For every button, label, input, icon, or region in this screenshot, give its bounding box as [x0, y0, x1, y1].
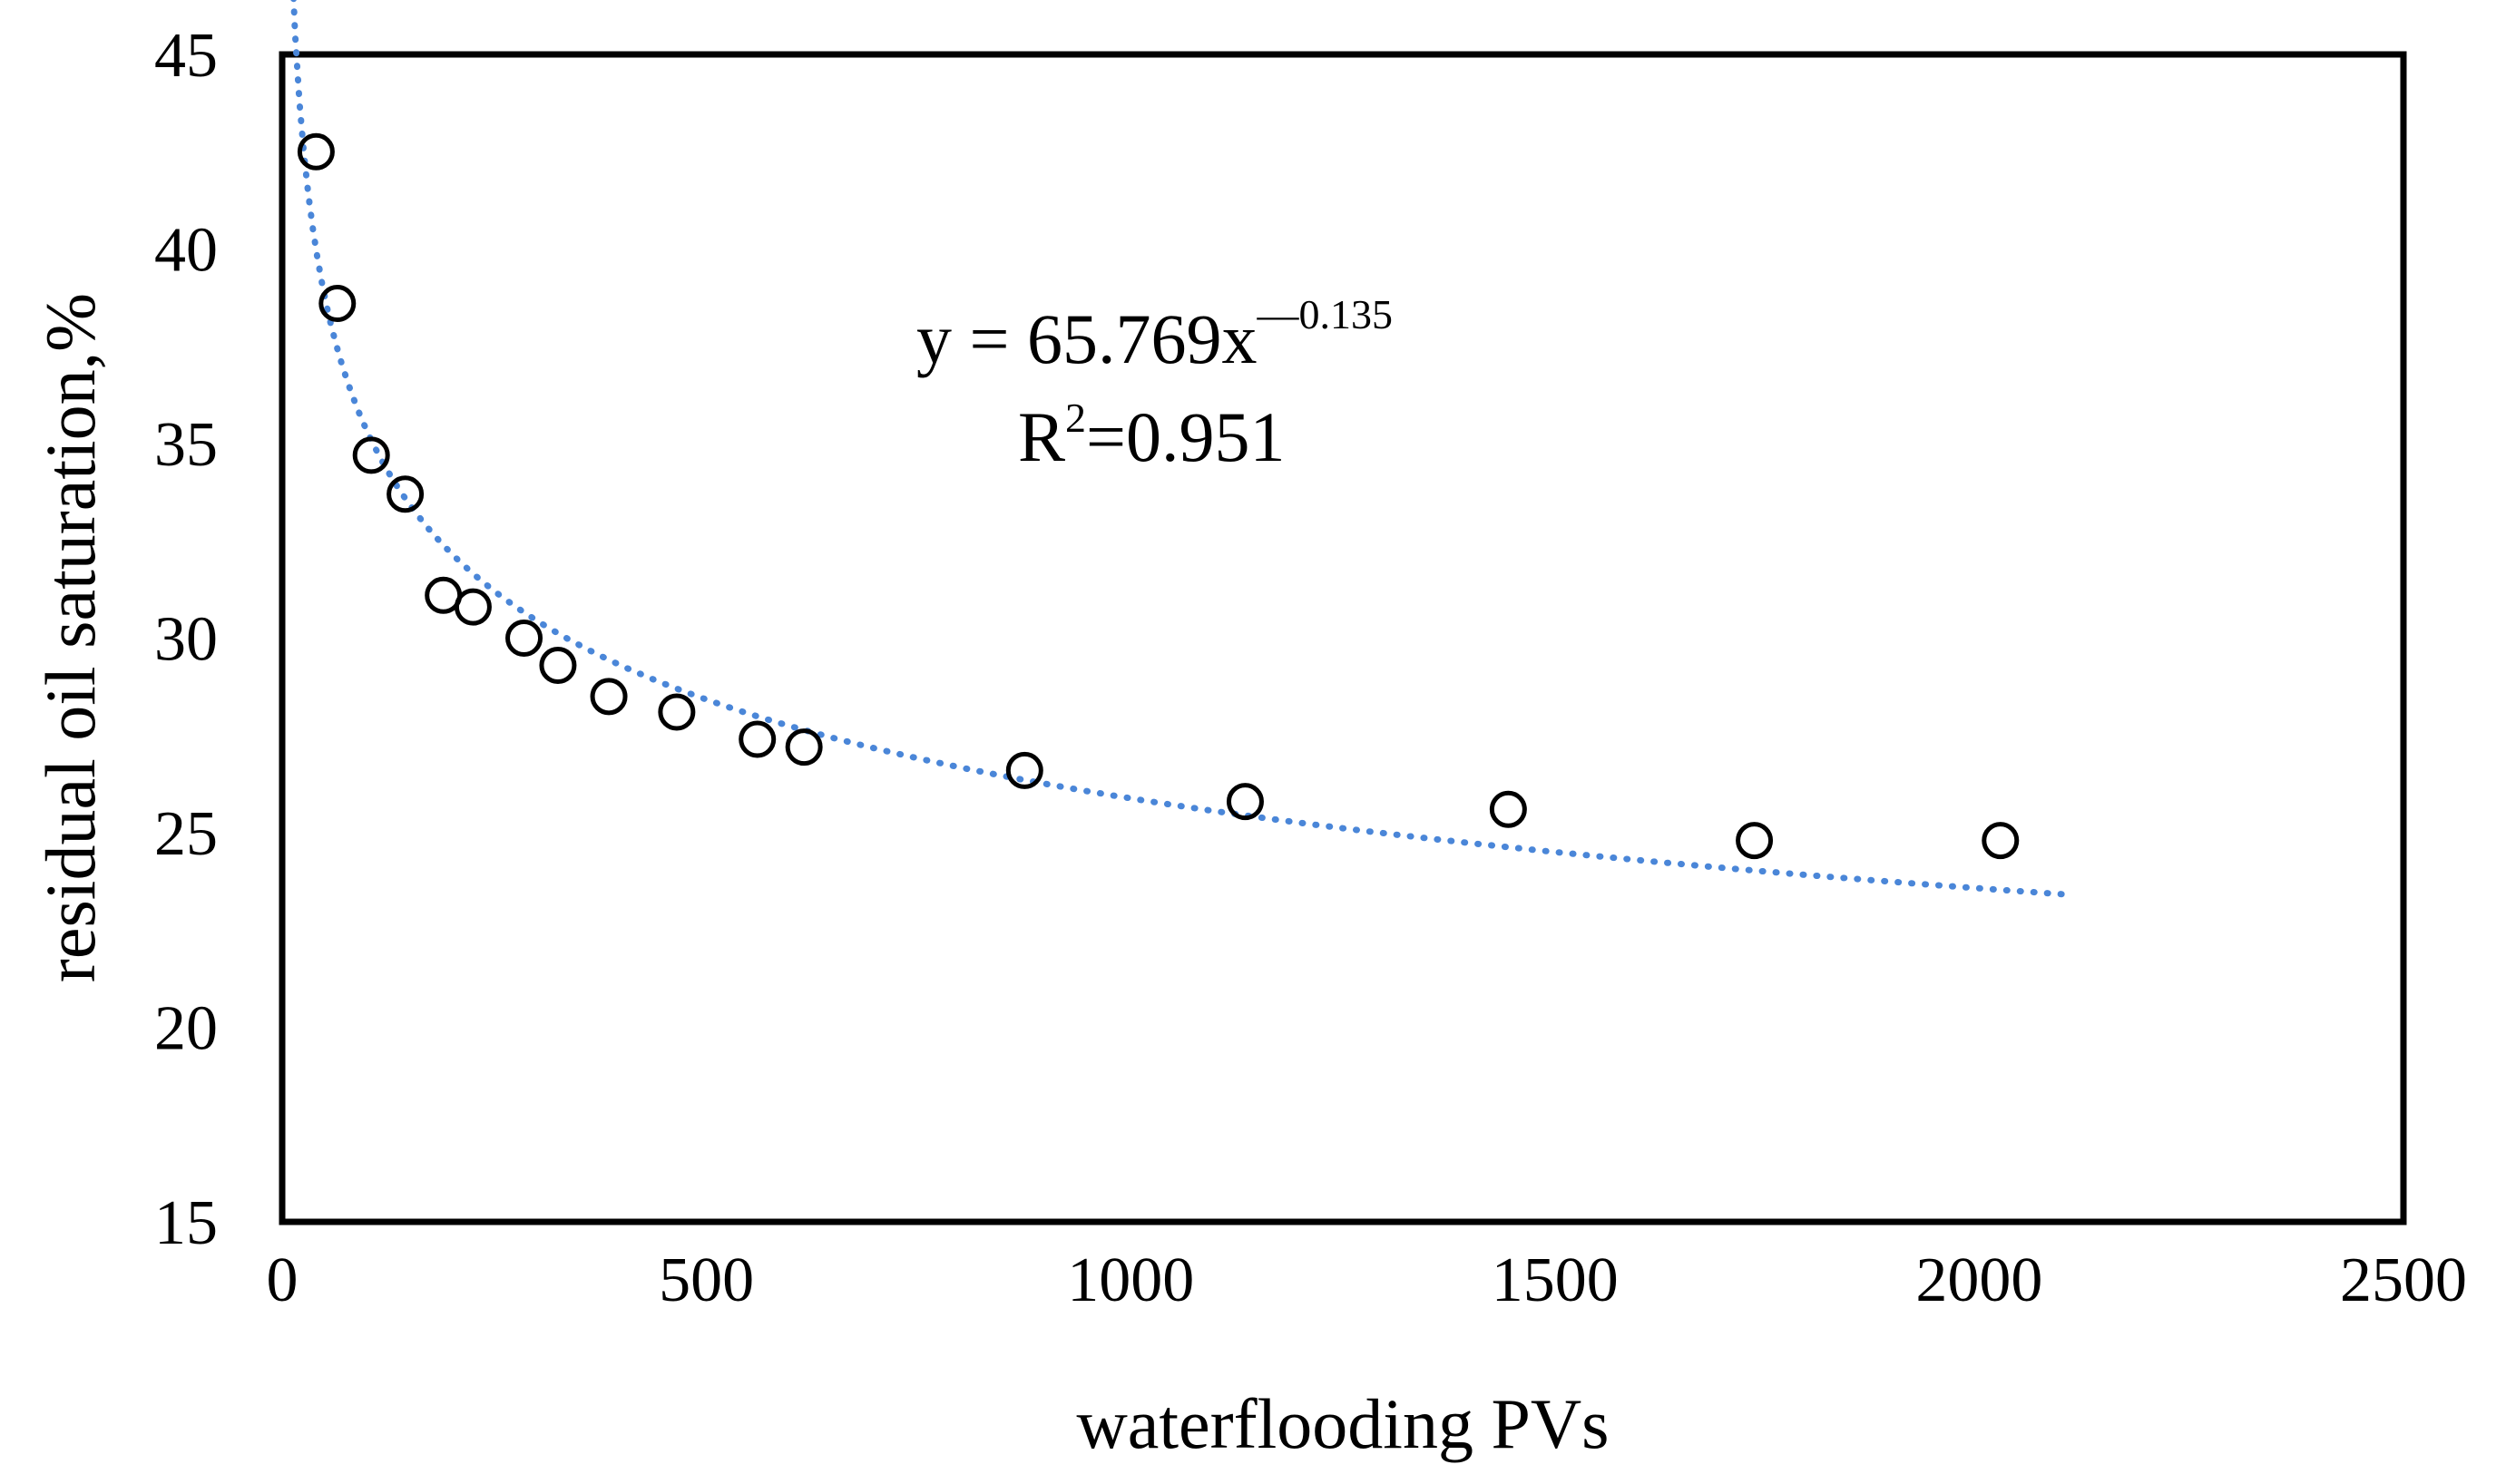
r-squared-letter: R: [1018, 397, 1065, 476]
x-axis-ticks: 0 500 1000 1500 2000 2500: [267, 1245, 2468, 1315]
x-tick-label: 2500: [2340, 1245, 2467, 1315]
equation-exponent: —0.135: [1257, 291, 1394, 337]
fit-annotation: y = 65.769x—0.135 R2=0.951: [916, 291, 1393, 476]
y-axis-title: residual oil saturation,%: [31, 293, 110, 982]
data-point: [539, 647, 577, 685]
data-point: [785, 728, 823, 766]
y-tick-label: 30: [154, 605, 218, 675]
r-squared-text: R2=0.951: [1018, 395, 1286, 476]
x-axis-title: waterflooding PVs: [1076, 1384, 1609, 1463]
data-point: [297, 132, 335, 171]
y-axis-ticks: 15 20 25 30 35 40 45: [154, 21, 218, 1258]
y-tick-label: 35: [154, 410, 218, 480]
x-tick-label: 500: [659, 1245, 754, 1315]
r-squared-sup: 2: [1065, 395, 1086, 441]
data-point: [454, 588, 492, 626]
equation-text: y = 65.769x—0.135: [916, 291, 1393, 378]
r-squared-value: =0.951: [1086, 397, 1286, 476]
y-tick-label: 45: [154, 21, 218, 91]
data-point: [590, 678, 628, 716]
y-tick-label: 25: [154, 799, 218, 869]
data-point: [1005, 751, 1043, 789]
x-tick-label: 1000: [1067, 1245, 1194, 1315]
x-tick-label: 1500: [1492, 1245, 1619, 1315]
y-tick-label: 20: [154, 994, 218, 1064]
data-point: [352, 436, 390, 474]
data-point: [387, 475, 425, 513]
data-point: [505, 620, 543, 657]
data-points: [297, 132, 2020, 860]
data-point: [739, 720, 777, 758]
y-tick-label: 15: [154, 1188, 218, 1258]
plot-area: [279, 51, 2407, 1225]
data-point: [318, 285, 357, 323]
data-point: [1226, 783, 1264, 821]
x-tick-label: 0: [267, 1245, 299, 1315]
y-tick-label: 40: [154, 216, 218, 286]
data-point: [1489, 790, 1527, 828]
data-point: [1736, 822, 1774, 860]
x-tick-label: 2000: [1915, 1245, 2042, 1315]
equation-main: y = 65.769x: [916, 299, 1258, 378]
data-point: [658, 693, 696, 731]
data-point: [1982, 822, 2020, 860]
